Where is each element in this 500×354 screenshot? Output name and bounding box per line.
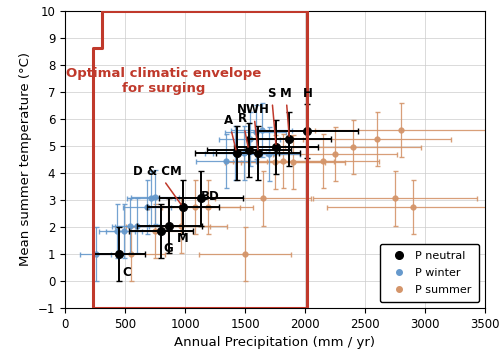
- Text: A: A: [224, 114, 236, 150]
- Text: C: C: [122, 266, 132, 279]
- Text: G: G: [164, 242, 173, 255]
- Text: M: M: [280, 87, 291, 136]
- Legend: P neutral, P winter, P summer: P neutral, P winter, P summer: [380, 244, 480, 302]
- Text: Optimal climatic envelope
for surging: Optimal climatic envelope for surging: [66, 67, 261, 95]
- Text: D & CM: D & CM: [133, 165, 182, 204]
- Text: NWH: NWH: [237, 103, 270, 150]
- Text: M: M: [176, 232, 188, 245]
- Y-axis label: Mean summer temperature (°C): Mean summer temperature (°C): [20, 52, 32, 266]
- Text: H: H: [302, 87, 312, 128]
- X-axis label: Annual Precipitation (mm / yr): Annual Precipitation (mm / yr): [174, 336, 376, 349]
- Text: S: S: [267, 87, 276, 144]
- Text: R: R: [238, 112, 248, 147]
- Text: BD: BD: [201, 190, 220, 204]
